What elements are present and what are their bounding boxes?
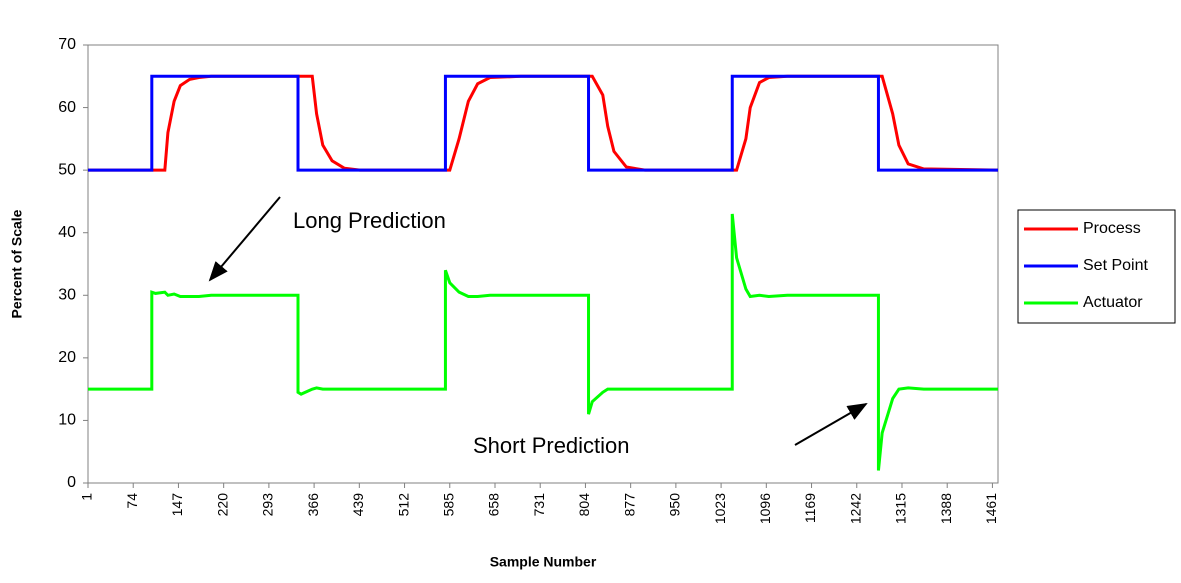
x-tick-label: 293: [260, 493, 276, 517]
y-tick-label: 70: [58, 36, 76, 53]
y-tick-label: 20: [58, 349, 76, 366]
x-tick-label: 1315: [893, 493, 909, 524]
x-tick-label: 1096: [757, 493, 773, 524]
x-tick-label: 731: [531, 493, 547, 517]
series-line: [88, 74, 998, 172]
x-tick-label: 804: [576, 493, 592, 517]
y-tick-label: 40: [58, 224, 76, 241]
x-tick-label: 1169: [802, 493, 818, 523]
x-tick-label: 950: [667, 493, 683, 517]
annotation: Short Prediction: [473, 433, 630, 458]
y-tick-label: 50: [58, 161, 76, 178]
x-tick-label: 1461: [983, 493, 999, 524]
legend-label: Set Point: [1083, 257, 1148, 274]
x-tick-label: 1023: [712, 493, 728, 524]
y-tick-label: 60: [58, 99, 76, 116]
legend-label: Actuator: [1083, 294, 1143, 311]
series-line: [88, 74, 999, 172]
x-tick-label: 1: [79, 493, 95, 501]
x-tick-label: 1242: [847, 493, 863, 524]
y-tick-label: 0: [67, 474, 76, 491]
x-tick-label: 512: [395, 493, 411, 517]
x-tick-label: 877: [621, 493, 637, 517]
arrow: [794, 402, 868, 446]
x-tick-label: 220: [214, 493, 230, 517]
y-tick-label: 10: [58, 412, 76, 429]
x-tick-label: 585: [440, 493, 456, 517]
x-axis-label: Sample Number: [490, 554, 597, 570]
annotation: Long Prediction: [293, 208, 446, 233]
x-tick-label: 1388: [938, 493, 954, 524]
y-tick-label: 30: [58, 287, 76, 304]
x-tick-label: 147: [169, 493, 185, 517]
y-axis-label: Percent of Scale: [9, 209, 25, 318]
plot-area: [87, 44, 999, 484]
legend-label: Process: [1083, 220, 1141, 237]
series-line: [88, 213, 998, 471]
x-tick-label: 366: [305, 493, 321, 517]
x-tick-label: 74: [124, 493, 140, 509]
arrow: [208, 196, 281, 282]
x-tick-label: 439: [350, 493, 366, 517]
x-tick-label: 658: [486, 493, 502, 517]
